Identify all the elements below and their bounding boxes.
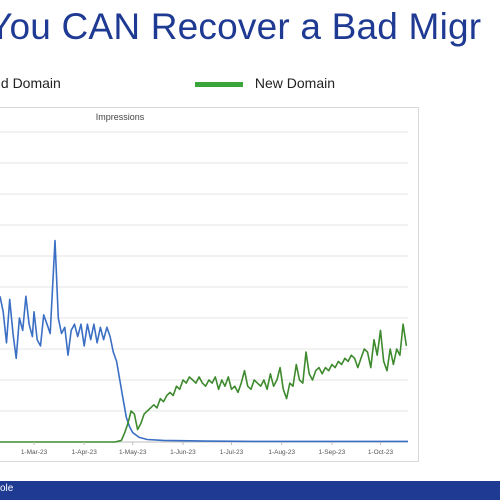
x-tick-label: 1-May-23 [119, 449, 147, 456]
x-tick-label: 1-Jun-23 [170, 449, 196, 456]
impressions-chart: Impressions 1-Mar-23 1-Apr-23 1-May-23 1-Ju… [0, 112, 408, 456]
x-tick-label: 1-Apr-23 [72, 449, 98, 456]
legend-label-old-domain: d Domain [0, 75, 61, 91]
series-line-new-domain [0, 323, 408, 443]
x-tick-label: 1-Aug-23 [268, 449, 295, 456]
chart-frame [0, 107, 419, 462]
series-line-old-domain [0, 239, 408, 443]
legend-swatch-new-domain [195, 81, 243, 87]
footer-bar: ole [0, 481, 500, 500]
slide-title: You CAN Recover a Bad Migr [0, 6, 482, 47]
chart-title: Impressions [96, 112, 145, 122]
legend-item-old-domain: d Domain [0, 75, 61, 91]
x-tick-label: 1-Sep-23 [319, 449, 346, 456]
legend-item-new-domain: New Domain [195, 75, 335, 91]
x-tick-label: 1-Oct-23 [368, 449, 394, 456]
x-tick-label: 1-Jul-23 [220, 449, 244, 456]
x-tick-label: 1-Mar-23 [21, 449, 48, 456]
footer-text: ole [0, 483, 14, 494]
legend-label-new-domain: New Domain [254, 75, 336, 91]
